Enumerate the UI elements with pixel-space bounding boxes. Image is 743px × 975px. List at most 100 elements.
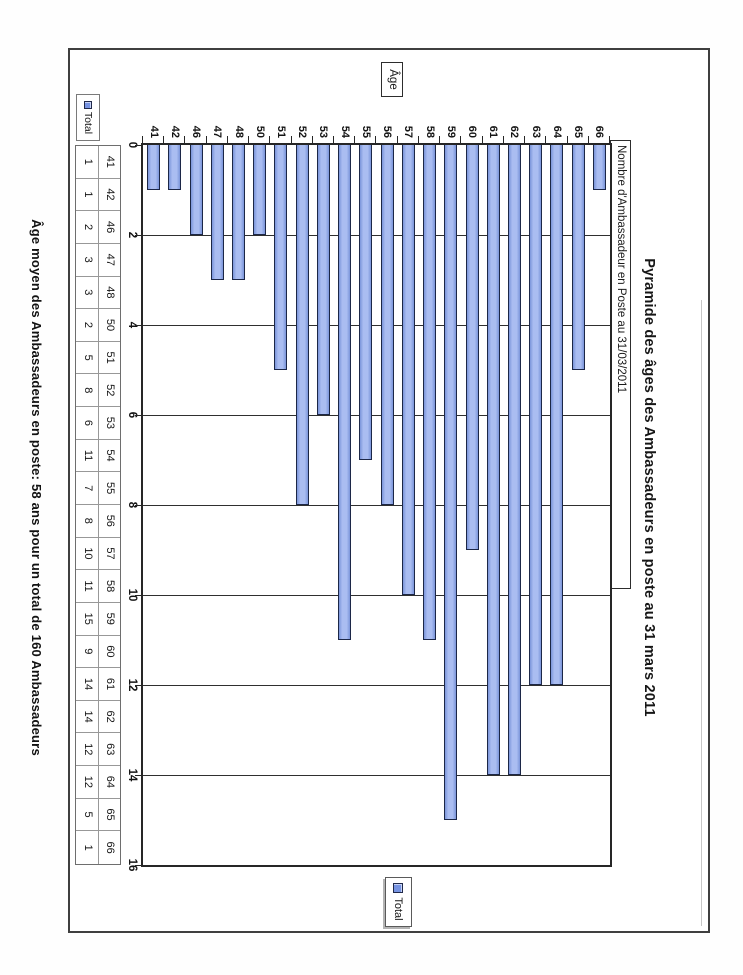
- category-label: 48: [232, 125, 245, 138]
- table-total-cell: 12: [76, 733, 98, 767]
- bar-age-58: [423, 145, 437, 640]
- category-label: 50: [253, 125, 266, 138]
- category-label: 47: [211, 125, 224, 138]
- table-age-cell: 56: [99, 505, 120, 538]
- table-total-cell: 3: [76, 243, 98, 277]
- chart-title: Pyramide des âges des Ambassadeurs en po…: [641, 258, 657, 717]
- bar-age-52: [295, 145, 309, 505]
- table-age-cell: 58: [99, 570, 120, 603]
- category-tick: [248, 136, 250, 144]
- value-tick: [135, 595, 141, 596]
- category-tick: [333, 136, 335, 144]
- value-axis-title-box: Nombre d'Ambassadeur en Poste au 31/03/2…: [610, 140, 631, 589]
- table-total-cell: 12: [76, 766, 98, 799]
- bar-age-61: [486, 145, 500, 775]
- category-label: 46: [190, 125, 203, 138]
- table-age-cell: 52: [99, 374, 120, 408]
- table-age-cell: 41: [99, 146, 120, 179]
- legend-key-swatch: [393, 883, 404, 894]
- scan-artifact-line: [701, 300, 702, 926]
- category-tick: [290, 136, 292, 144]
- category-tick: [205, 136, 207, 144]
- category-label: 42: [168, 125, 181, 138]
- category-tick: [184, 136, 186, 144]
- table-age-row: 41 42 46 47 48 50 51 52 53 54 55 56 57 58 59 60 61 62 63 64…: [98, 146, 120, 864]
- table-total-cell: 5: [76, 341, 98, 375]
- category-tick: [587, 136, 589, 144]
- table-total-cell: 2: [76, 309, 98, 342]
- table-age-cell: 62: [99, 700, 120, 734]
- bar-age-54: [338, 145, 352, 640]
- bar-age-64: [550, 145, 564, 685]
- category-tick: [226, 136, 228, 144]
- value-gridline: [143, 774, 610, 776]
- table-total-cell: 10: [76, 537, 98, 571]
- value-tick: [135, 775, 141, 776]
- legend: Total: [385, 877, 412, 927]
- value-tick: [135, 865, 141, 866]
- table-total-cell: 8: [76, 505, 98, 538]
- category-label: 60: [466, 125, 479, 138]
- bar-age-48: [232, 145, 246, 280]
- bar-age-50: [253, 145, 267, 235]
- table-age-cell: 55: [99, 472, 120, 505]
- table-age-cell: 65: [99, 798, 120, 832]
- category-tick: [481, 136, 483, 144]
- bar-age-65: [571, 145, 585, 370]
- bar-age-47: [210, 145, 224, 280]
- category-tick: [375, 136, 377, 144]
- data-table: 41 42 46 47 48 50 51 52 53 54 55 56 57 58 59 60 61 62 63 64…: [75, 145, 121, 865]
- category-tick: [566, 136, 568, 144]
- table-total-row: 1 1 2 3 3 2 5 8 6 11 7 8 10 11 15 9 14 14 12 12 5 1: [76, 146, 98, 864]
- table-age-cell: 64: [99, 766, 120, 799]
- category-label: 55: [359, 125, 372, 138]
- category-label: 52: [296, 125, 309, 138]
- category-label: 58: [423, 125, 436, 138]
- table-age-cell: 53: [99, 407, 120, 440]
- value-tick: [135, 235, 141, 236]
- bar-age-56: [380, 145, 394, 505]
- table-total-cell: 2: [76, 211, 98, 244]
- category-label: 59: [444, 125, 457, 138]
- bar-age-60: [465, 145, 479, 550]
- bar-age-46: [189, 145, 203, 235]
- category-tick: [609, 136, 610, 144]
- table-age-cell: 48: [99, 276, 120, 310]
- table-series-key-swatch: [84, 100, 92, 109]
- table-age-cell: 57: [99, 537, 120, 571]
- category-axis-title-box: Âge: [381, 62, 403, 97]
- table-total-cell: 9: [76, 635, 98, 669]
- table-total-cell: 1: [76, 178, 98, 212]
- bar-age-66: [592, 145, 606, 190]
- table-age-cell: 50: [99, 309, 120, 342]
- table-age-cell: 47: [99, 243, 120, 277]
- category-tick: [354, 136, 356, 144]
- category-tick: [163, 136, 165, 144]
- legend-label: Total: [392, 897, 405, 921]
- bar-age-53: [316, 145, 330, 415]
- table-age-cell: 66: [104, 841, 116, 854]
- table-total-cell: 7: [76, 472, 98, 505]
- table-age-cell: 54: [99, 439, 120, 473]
- table-total-cell: 6: [76, 407, 98, 440]
- table-age-cell: 42: [99, 178, 120, 212]
- category-label: 53: [317, 125, 330, 138]
- table-total-cell: 1: [76, 146, 98, 179]
- value-tick: [135, 325, 141, 326]
- bar-age-41: [147, 145, 161, 190]
- bar-age-42: [168, 145, 182, 190]
- table-total-cell: 14: [76, 700, 98, 734]
- table-age-cell: 46: [99, 211, 120, 244]
- category-tick: [417, 136, 419, 144]
- table-series-name: Total: [82, 111, 94, 135]
- category-tick: [460, 136, 462, 144]
- category-tick: [311, 136, 313, 144]
- category-label: 64: [550, 125, 563, 138]
- table-total-cell: 11: [76, 439, 98, 473]
- plot-area: [141, 143, 612, 867]
- bar-age-55: [359, 145, 373, 460]
- category-tick: [396, 136, 398, 144]
- table-total-cell: 1: [82, 844, 94, 851]
